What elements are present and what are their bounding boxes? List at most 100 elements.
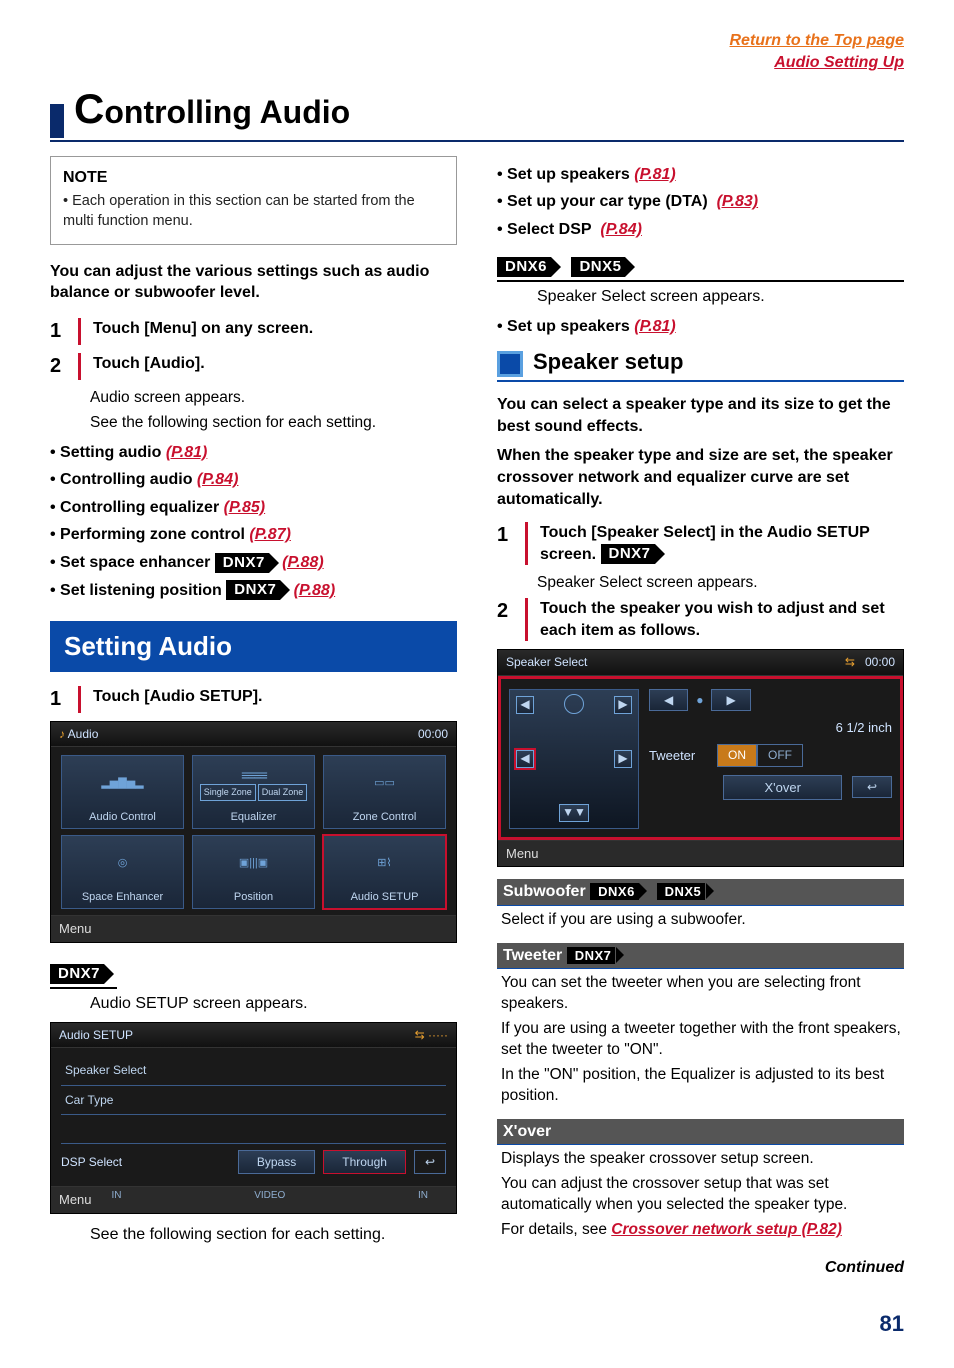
crossover-ref-link[interactable]: Crossover network setup (P.82): [611, 1221, 842, 1238]
back-button[interactable]: ↩: [414, 1150, 446, 1174]
bullet-setup-speakers: Set up speakers (P.81): [497, 164, 904, 186]
note-body: Each operation in this section can be st…: [63, 192, 444, 231]
ref-link[interactable]: (P.81): [634, 166, 676, 183]
step-divider: [78, 318, 81, 345]
dnx7-badge: DNX7: [567, 947, 616, 964]
tile-audio-setup[interactable]: ⊞⌇ Audio SETUP: [323, 835, 446, 909]
ref-link[interactable]: (P.84): [600, 221, 642, 238]
def-subwoofer-title: Subwoofer DNX6 DNX5: [497, 879, 904, 906]
continued-label: Continued: [497, 1257, 904, 1279]
top-links: Return to the Top page Audio Setting Up: [50, 30, 904, 73]
step-number: 1: [50, 318, 68, 345]
spk-intro-2: When the speaker type and size are set, …: [497, 445, 904, 510]
bullet-listening-position: Set listening position DNX7 (P.88): [50, 580, 457, 602]
car-diagram: ◀ ▶ ◀ ▶ ▼▼: [509, 689, 639, 829]
def-tweeter-title: Tweeter DNX7: [497, 943, 904, 970]
def-tweeter-body: You can set the tweeter when you are sel…: [497, 969, 904, 1107]
step-text: Touch the speaker you wish to adjust and…: [540, 598, 904, 641]
main-step-1: 1 Touch [Menu] on any screen.: [50, 318, 457, 345]
row-car-type[interactable]: Car Type: [61, 1086, 446, 1115]
tile-position[interactable]: ▣|||▣ Position: [192, 835, 315, 909]
shot-nav-icon[interactable]: ⇆: [845, 655, 855, 669]
tile-zone-control[interactable]: ▭▭ Zone Control: [323, 755, 446, 829]
setting-audio-banner: Setting Audio: [50, 621, 457, 672]
ref-link[interactable]: (P.87): [249, 526, 291, 543]
shot-clock: 00:00: [865, 655, 895, 669]
title-bar: [50, 104, 64, 138]
tile-equalizer[interactable]: ≡≡≡≡ Single ZoneDual Zone Equalizer: [192, 755, 315, 829]
spk-intro-1: You can select a speaker type and its si…: [497, 394, 904, 437]
step-divider: [525, 522, 528, 565]
bullet-setup-speakers-2: Set up speakers (P.81): [497, 316, 904, 338]
shot-menu-button[interactable]: Menu: [59, 1191, 92, 1209]
step-text: Touch [Menu] on any screen.: [93, 318, 313, 345]
speaker-select-screenshot: Speaker Select ⇆ 00:00 ◀ ▶ ◀ ▶ ▼▼ ◀: [497, 649, 904, 867]
step-text: Touch [Speaker Select] in the Audio SETU…: [540, 524, 870, 563]
title-rest: ontrolling Audio: [104, 94, 350, 130]
shot-menu-button[interactable]: Menu: [506, 845, 539, 863]
dnx7-section-label: DNX7: [50, 963, 117, 989]
def-xover-title: X'over: [497, 1119, 904, 1146]
bullet-zone-control: Performing zone control (P.87): [50, 524, 457, 546]
section-link[interactable]: Audio Setting Up: [50, 52, 904, 74]
dnx5-badge: DNX5: [571, 257, 625, 277]
step2-sub-1: Audio screen appears.: [90, 388, 457, 409]
shot-title: Speaker Select: [506, 654, 587, 670]
dnx6-badge: DNX6: [497, 257, 551, 277]
bullet-setting-audio: Setting audio (P.81): [50, 442, 457, 464]
back-button[interactable]: ↩: [852, 776, 892, 798]
bullet-setup-car-type: Set up your car type (DTA) (P.83): [497, 191, 904, 213]
tile-space-enhancer[interactable]: ◎ Space Enhancer: [61, 835, 184, 909]
row-speaker-select[interactable]: Speaker Select: [61, 1056, 446, 1085]
ref-link[interactable]: (P.83): [717, 193, 759, 210]
step-text: Touch [Audio SETUP].: [93, 686, 262, 713]
dsp-bypass-button[interactable]: Bypass: [238, 1150, 315, 1174]
dnx6-badge: DNX6: [590, 883, 639, 900]
heading-square-icon: [497, 351, 523, 377]
ref-link[interactable]: (P.88): [294, 582, 336, 599]
shot-nav-icon[interactable]: ⇆ ·····: [415, 1027, 448, 1043]
note-title: NOTE: [63, 167, 444, 189]
speaker-rear-right[interactable]: ▶: [614, 750, 632, 768]
speaker-front-right[interactable]: ▶: [614, 696, 632, 714]
tile-audio-control[interactable]: ▂▅▇▅▂ Audio Control: [61, 755, 184, 829]
def-xover-body: Displays the speaker crossover setup scr…: [497, 1145, 904, 1241]
step-text: Touch [Audio].: [93, 353, 205, 380]
speaker-subwoofer[interactable]: ▼▼: [559, 804, 589, 822]
ref-link[interactable]: (P.88): [282, 554, 324, 571]
row-blank: [61, 1115, 446, 1144]
spk-step-1: 1 Touch [Speaker Select] in the Audio SE…: [497, 522, 904, 565]
page-number: 81: [50, 1309, 904, 1339]
speaker-setup-heading: Speaker setup: [497, 347, 904, 382]
step2-sub-2: See the following section for each setti…: [90, 413, 457, 434]
return-top-link[interactable]: Return to the Top page: [50, 30, 904, 52]
audio-screenshot: ♪ Audio 00:00 ▂▅▇▅▂ Audio Control ≡≡≡≡: [50, 721, 457, 943]
dsp-through-button[interactable]: Through: [323, 1150, 406, 1174]
dnx7-badge: DNX7: [226, 580, 280, 600]
speaker-rear-left[interactable]: ◀: [516, 750, 534, 768]
step-number: 2: [50, 353, 68, 380]
after-setup-text: See the following section for each setti…: [90, 1224, 457, 1246]
size-prev-button[interactable]: ◀: [649, 689, 688, 711]
xover-button[interactable]: X'over: [723, 775, 841, 801]
ref-link[interactable]: (P.85): [224, 499, 266, 516]
dnx65-sub: Speaker Select screen appears.: [537, 286, 904, 308]
setting-audio-step-1: 1 Touch [Audio SETUP].: [50, 686, 457, 713]
title-big-letter: C: [74, 85, 104, 132]
dnx6-dnx5-row: DNX6 DNX5: [497, 257, 904, 283]
step-number: 2: [497, 598, 515, 641]
left-bullet-list: Setting audio (P.81) Controlling audio (…: [50, 442, 457, 602]
right-top-bullets: Set up speakers (P.81) Set up your car t…: [497, 164, 904, 241]
gauge-icon: [564, 694, 584, 714]
left-column: NOTE Each operation in this section can …: [50, 156, 457, 1279]
ref-link[interactable]: (P.84): [197, 471, 239, 488]
step-divider: [78, 353, 81, 380]
page-title: Controlling Audio: [50, 81, 904, 142]
ref-link[interactable]: (P.81): [634, 318, 676, 335]
ref-link[interactable]: (P.81): [166, 444, 208, 461]
speaker-front-left[interactable]: ◀: [516, 696, 534, 714]
tweeter-toggle[interactable]: ON OFF: [717, 744, 803, 766]
shot-menu-button[interactable]: Menu: [59, 920, 92, 938]
bullet-controlling-audio: Controlling audio (P.84): [50, 469, 457, 491]
size-next-button[interactable]: ▶: [711, 689, 750, 711]
